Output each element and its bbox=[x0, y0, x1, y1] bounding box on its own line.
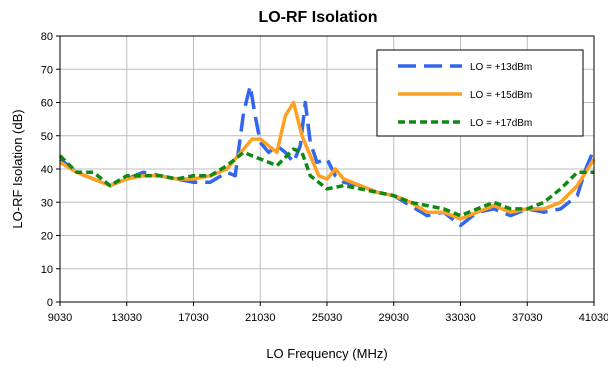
x-axis-title: LO Frequency (MHz) bbox=[266, 346, 387, 361]
y-tick-label: 20 bbox=[41, 231, 53, 243]
grid-lines bbox=[60, 36, 594, 302]
series-lines bbox=[58, 84, 596, 228]
y-axis-ticks: 0 10 20 30 40 50 60 70 80 bbox=[41, 31, 60, 309]
legend-label-3: LO = +17dBm bbox=[470, 118, 532, 129]
legend-label-1: LO = +13dBm bbox=[470, 62, 532, 73]
x-tick-label: 33030 bbox=[445, 312, 476, 324]
series-line-2 bbox=[59, 100, 596, 221]
x-tick-label: 25030 bbox=[312, 312, 343, 324]
y-tick-label: 0 bbox=[47, 297, 53, 309]
y-tick-label: 80 bbox=[41, 31, 53, 43]
x-tick-label: 21030 bbox=[245, 312, 276, 324]
x-tick-label: 17030 bbox=[178, 312, 209, 324]
y-tick-label: 40 bbox=[41, 164, 53, 176]
chart-title: LO-RF Isolation bbox=[258, 9, 377, 26]
series-line-1 bbox=[58, 84, 596, 228]
legend: LO = +13dBm LO = +15dBm LO = +17dBm bbox=[376, 49, 584, 137]
series-line-3 bbox=[58, 147, 594, 218]
y-tick-label: 30 bbox=[41, 197, 53, 209]
legend-label-2: LO = +15dBm bbox=[470, 90, 532, 101]
y-tick-label: 50 bbox=[41, 131, 53, 143]
y-axis-title: LO-RF Isolation (dB) bbox=[10, 109, 25, 228]
x-axis-ticks: 9030 13030 17030 21030 25030 29030 33030 37030 4… bbox=[48, 302, 608, 324]
y-tick-label: 60 bbox=[41, 98, 53, 110]
x-tick-label: 41030 bbox=[579, 312, 608, 324]
x-tick-label: 13030 bbox=[111, 312, 142, 324]
x-tick-label: 29030 bbox=[378, 312, 409, 324]
y-tick-label: 70 bbox=[41, 64, 53, 76]
plot-border bbox=[59, 35, 595, 303]
y-tick-label: 10 bbox=[41, 264, 53, 276]
x-tick-label: 37030 bbox=[512, 312, 543, 324]
x-tick-label: 9030 bbox=[48, 312, 72, 324]
